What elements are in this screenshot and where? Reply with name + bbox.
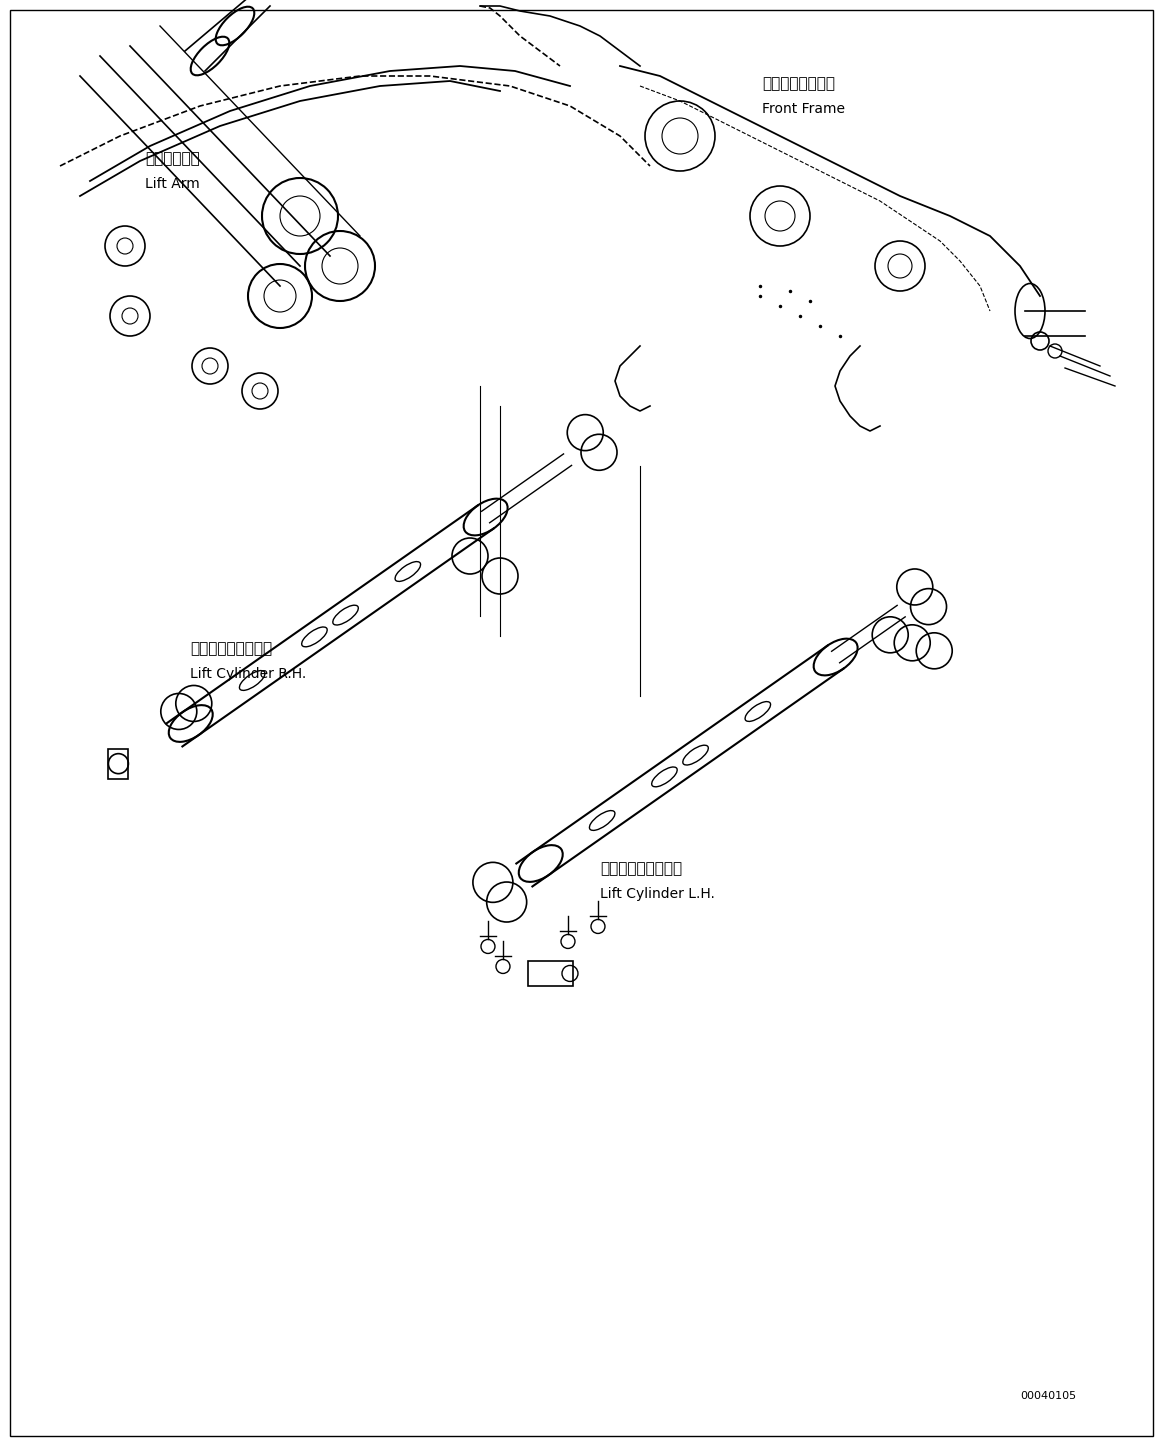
Text: Front Frame: Front Frame — [762, 103, 846, 116]
Text: Lift Arm: Lift Arm — [145, 176, 200, 191]
Text: Lift Cylinder R.H.: Lift Cylinder R.H. — [190, 667, 306, 681]
Bar — [108, 749, 128, 778]
Bar — [528, 962, 573, 986]
Text: フロントフレーム: フロントフレーム — [762, 77, 835, 91]
Text: リフトシリンダ　右: リフトシリンダ 右 — [190, 641, 272, 656]
Text: Lift Cylinder L.H.: Lift Cylinder L.H. — [600, 886, 715, 901]
Text: リフトシリンダ　左: リフトシリンダ 左 — [600, 860, 683, 876]
Text: 00040105: 00040105 — [1020, 1391, 1076, 1401]
Text: リフトアーム: リフトアーム — [145, 150, 200, 166]
